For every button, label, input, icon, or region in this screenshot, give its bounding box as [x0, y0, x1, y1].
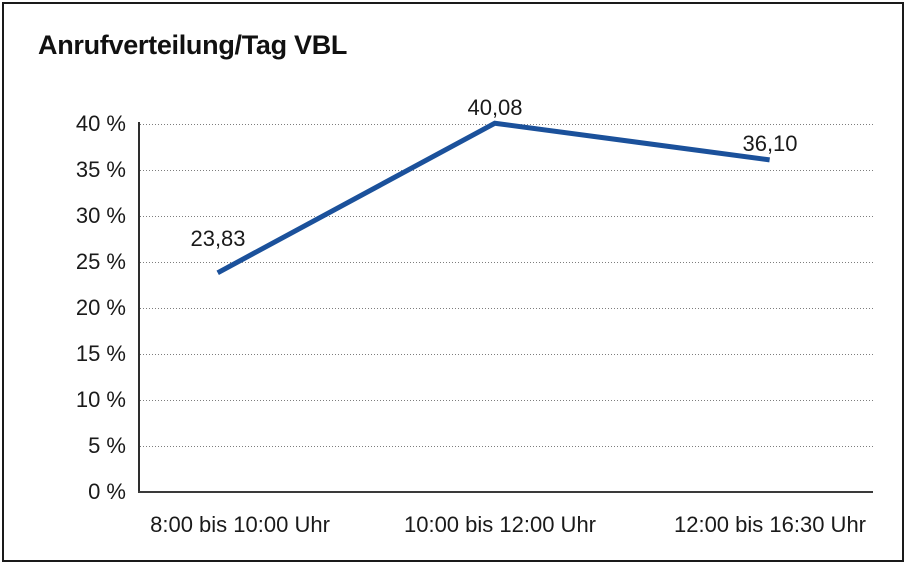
- data-point-label: 36,10: [742, 131, 798, 156]
- chart-title: Anrufverteilung/Tag VBL: [38, 30, 348, 60]
- gridline-20: [140, 308, 873, 309]
- y-axis-tick-label: 30 %: [75, 203, 126, 228]
- y-axis-tick-label: 35 %: [75, 157, 126, 182]
- x-axis-tick-label: 10:00 bis 12:00 Uhr: [403, 512, 597, 537]
- x-axis-line: [138, 491, 873, 493]
- gridline-15: [140, 354, 873, 355]
- y-axis-tick-label: 10 %: [75, 387, 126, 412]
- y-axis-tick-label: 25 %: [75, 249, 126, 274]
- gridline-25: [140, 262, 873, 263]
- y-axis-tick-label: 20 %: [75, 295, 126, 320]
- data-series-line: [216, 120, 770, 275]
- y-axis-line: [138, 122, 140, 493]
- data-point-label: 40,08: [467, 95, 523, 120]
- gridline-10: [140, 400, 873, 401]
- x-axis-tick-label: 12:00 bis 16:30 Uhr: [673, 512, 867, 537]
- x-axis-tick-label: 8:00 bis 10:00 Uhr: [150, 512, 330, 537]
- y-axis-tick-label: 5 %: [88, 433, 126, 458]
- y-axis-tick-label: 40 %: [75, 111, 126, 136]
- data-point-label: 23,83: [190, 226, 246, 251]
- chart-frame-border: [2, 2, 904, 562]
- gridline-5: [140, 446, 873, 447]
- gridline-30: [140, 216, 873, 217]
- y-axis-tick-label: 15 %: [75, 341, 126, 366]
- y-axis-tick-label: 0 %: [88, 479, 126, 504]
- gridline-35: [140, 170, 873, 171]
